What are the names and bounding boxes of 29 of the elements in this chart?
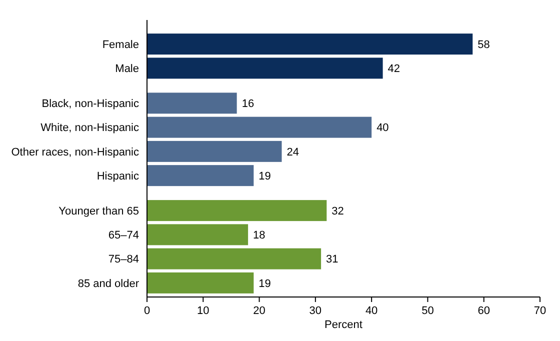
y-tick-label: 65–74	[108, 230, 139, 242]
data-label: 31	[326, 254, 338, 266]
data-label: 18	[253, 230, 266, 242]
x-tick-label: 50	[422, 305, 434, 317]
y-tick-label: Hispanic	[96, 170, 140, 182]
data-label: 58	[478, 38, 490, 51]
y-tick-label: Other races, non-Hispanic	[11, 146, 140, 158]
x-tick-label: 10	[197, 305, 210, 317]
y-tick-label: White, non-Hispanic	[40, 122, 140, 134]
data-label: 42	[388, 63, 400, 76]
x-tick-label: 0	[144, 305, 150, 317]
y-tick-label: 75–84	[108, 254, 139, 266]
data-label: 32	[332, 205, 344, 218]
data-label: 24	[286, 146, 299, 158]
data-label: 19	[258, 278, 271, 290]
x-axis-title: Percent	[324, 319, 362, 331]
y-tick-label: Younger than 65	[58, 205, 139, 218]
data-label: 19	[258, 170, 271, 182]
y-tick-label: 85 and older	[78, 278, 140, 290]
x-tick-label: 60	[478, 305, 490, 317]
y-tick-label: Female	[102, 38, 139, 51]
data-label: 16	[242, 98, 254, 110]
y-tick-label: Male	[115, 63, 139, 76]
x-tick-label: 30	[309, 305, 322, 317]
data-label: 40	[376, 122, 389, 134]
x-tick-label: 70	[534, 305, 546, 317]
y-tick-label: Black, non-Hispanic	[42, 98, 140, 110]
x-tick-label: 20	[253, 305, 266, 317]
x-tick-label: 40	[365, 305, 378, 317]
